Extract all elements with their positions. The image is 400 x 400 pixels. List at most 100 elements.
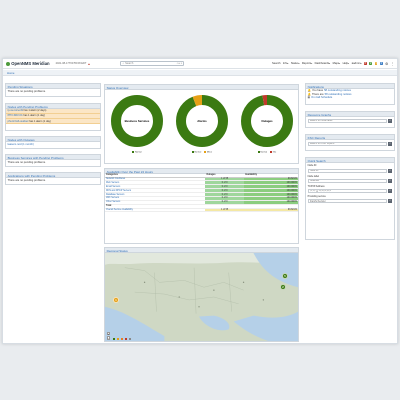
donut-legend: Normal Info: [237, 151, 297, 154]
zoom-out-button[interactable]: −: [106, 335, 111, 340]
menu-dashboards[interactable]: Dashboards▾: [314, 62, 331, 65]
category-link[interactable]: Database Servers: [105, 192, 206, 197]
info-count-badge[interactable]: 4: [379, 62, 383, 65]
search-button[interactable]: ⌕: [388, 178, 393, 184]
zoom-in-button[interactable]: +: [106, 331, 111, 336]
quick-search-row: ⌕: [307, 199, 393, 204]
quick-search-input[interactable]: [307, 199, 388, 204]
search-button[interactable]: ⌕: [388, 199, 393, 204]
chevron-down-icon: ▾: [287, 63, 289, 65]
search-button[interactable]: ⌕: [388, 118, 393, 123]
category-link[interactable]: Other Servers: [105, 200, 206, 205]
breadcrumb-home[interactable]: Home: [7, 71, 15, 76]
search-button[interactable]: ⌕: [388, 141, 393, 146]
search-button[interactable]: ⌕: [388, 188, 393, 194]
search-placeholder: Search: [125, 62, 134, 65]
menu-help[interactable]: Help▾: [342, 62, 350, 65]
chevron-down-icon: ▾: [298, 63, 300, 65]
field-label: Node label: [307, 174, 320, 178]
bell-icon: 🔔: [307, 89, 311, 93]
filter-minor-icon[interactable]: [117, 337, 120, 340]
category-link[interactable]: DNS and DHCP Servers: [105, 188, 206, 194]
ksc-search-input[interactable]: [307, 141, 388, 146]
notification-line: ▦ On-Call Schedule: [308, 96, 393, 99]
chevron-down-icon: ▾: [329, 63, 331, 65]
panel-title[interactable]: Nodes with Outages: [6, 137, 100, 142]
alarm-count-badge[interactable]: 8: [363, 62, 367, 65]
menu-search[interactable]: Search: [272, 62, 281, 65]
outages-cell: 1 of 55: [205, 177, 244, 182]
notifications-panel: Notifications 🔔 You have 58 outstanding no…: [305, 83, 395, 105]
panel-title: Quick Search: [306, 158, 394, 163]
table-row: Email Servers 0 of 0 100.000%: [105, 184, 298, 190]
panel-title[interactable]: Notifications: [306, 84, 394, 89]
resource-graph-search-input[interactable]: [307, 118, 388, 123]
filter-critical-icon[interactable]: [125, 337, 128, 340]
category-link[interactable]: Overall Service Availability: [105, 208, 206, 213]
global-search-input[interactable]: ⌕ Search Ctrl K: [120, 61, 185, 66]
menu-status[interactable]: Status▾: [290, 62, 300, 65]
panel-title[interactable]: Applications with Pending Problems: [6, 173, 100, 178]
category-link[interactable]: Web Servers: [105, 180, 206, 186]
warning-count-badge[interactable]: 1: [374, 62, 378, 65]
quick-search-input[interactable]: [307, 178, 388, 184]
map-cluster-marker[interactable]: 2: [280, 284, 286, 290]
notice-count-badge[interactable]: 2: [369, 62, 373, 65]
col-availability: Availability: [243, 173, 298, 178]
search-button[interactable]: ⌕: [388, 168, 393, 173]
applications-panel: Applications with Pending Problems There…: [5, 172, 101, 185]
chevron-down-icon: ▾: [311, 63, 313, 65]
panel-text: There are no pending problems.: [7, 178, 46, 182]
node-link[interactable]: PHX-SRV-O1: [7, 114, 23, 118]
filter-normal-icon[interactable]: [113, 337, 115, 340]
notices-link[interactable]: 58 outstanding notices: [324, 89, 351, 93]
panel-title[interactable]: KSC Reports: [306, 135, 394, 140]
notices-link[interactable]: 58 outstanding notices: [324, 92, 352, 96]
panel-text: There are no pending problems.: [7, 89, 46, 93]
list-item: PHX-SRV-O1 has 1 alarm (1 day): [6, 113, 100, 119]
menu-reports[interactable]: Reports▾: [301, 62, 313, 65]
filter-unknown-icon[interactable]: [129, 337, 132, 340]
menu-maps[interactable]: Maps▾: [332, 62, 341, 65]
node-link[interactable]: ip-sw-torrent9: [7, 109, 23, 113]
alert-icon[interactable]: ▲: [87, 61, 91, 66]
col-outages: Outages: [205, 173, 244, 178]
donut-1[interactable]: Alarms Normal Minor: [172, 93, 232, 154]
category-link[interactable]: Network Interfaces: [105, 177, 206, 182]
panel-title[interactable]: Nodes with Pending Problems: [6, 104, 100, 109]
search-icon: ⌕: [389, 141, 391, 145]
category-link[interactable]: Email Servers: [105, 184, 206, 190]
quick-search-row: ⌕: [307, 178, 393, 184]
opennms-logo[interactable]: OpenNMS Meridian: [6, 61, 50, 66]
category-link[interactable]: JMX Servers: [105, 196, 206, 201]
map-cluster-marker[interactable]: 1: [113, 297, 119, 303]
panel-title[interactable]: Business Services with Pending Problems: [6, 155, 100, 160]
chevron-down-icon: ▾: [360, 63, 362, 65]
donut-2[interactable]: Outages Normal Info: [237, 93, 297, 154]
legend-item: Normal: [257, 151, 267, 154]
panel-title[interactable]: Pending Situations: [6, 84, 100, 89]
panel-text[interactable]: leasem.nod (1 month): [7, 142, 34, 146]
donut-0[interactable]: Business Services Normal: [107, 93, 167, 154]
legend-swatch: [132, 151, 135, 153]
outages-cell: 0 of 0: [205, 188, 244, 194]
node-link[interactable]: phx-f2-fw3-outdoor: [7, 119, 29, 123]
quick-search-input[interactable]: [307, 168, 388, 173]
regional-map[interactable]: 5 2 1 + −: [105, 253, 298, 341]
filter-major-icon[interactable]: [121, 337, 124, 340]
map-severity-filter: [113, 337, 132, 340]
table-header-row: Categories Outages Availability: [105, 173, 298, 178]
menu-user[interactable]: ●admin▾: [351, 62, 362, 65]
donut-chart: Alarms: [176, 95, 228, 147]
quick-search-input[interactable]: [307, 188, 388, 194]
availability-cell: 100.000%: [243, 196, 298, 201]
menu-info[interactable]: Info▾: [282, 62, 289, 65]
gear-icon[interactable]: ⚙: [385, 61, 389, 66]
map-cluster-marker[interactable]: 5: [282, 273, 288, 279]
panel-title[interactable]: Resource Graphs: [306, 112, 394, 117]
list-item: ip-sw-torrent9 has 1 alarm (2 days): [6, 108, 100, 114]
oncall-schedule-link[interactable]: On-Call Schedule: [311, 96, 333, 100]
apps-icon[interactable]: ⋮: [390, 61, 394, 66]
nodes-outages-panel: Nodes with Outages leasem.nod (1 month): [5, 136, 101, 149]
map-zoom-controls: + −: [106, 331, 111, 340]
